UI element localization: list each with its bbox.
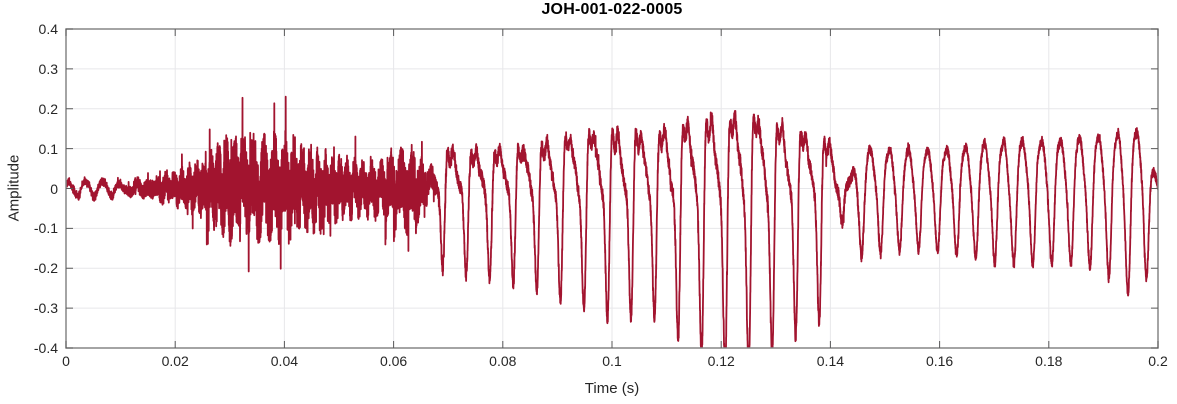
y-tick-label: 0.3 bbox=[38, 60, 58, 77]
chart-title: JOH-001-022-0005 bbox=[541, 1, 683, 18]
x-tick-label: 0.18 bbox=[1035, 353, 1063, 369]
x-tick-label: 0.04 bbox=[270, 353, 299, 369]
y-tick-label: -0.4 bbox=[33, 340, 58, 356]
y-tick-label: -0.3 bbox=[33, 300, 58, 317]
x-tick-label: 0.16 bbox=[925, 353, 954, 369]
waveform-line bbox=[66, 95, 1158, 348]
y-tick-label: 0.4 bbox=[38, 21, 58, 37]
x-axis-label: Time (s) bbox=[584, 380, 640, 397]
x-tick-label: 0 bbox=[62, 353, 70, 369]
x-tick-label: 0.12 bbox=[707, 353, 735, 369]
y-tick-label: -0.1 bbox=[33, 220, 58, 237]
x-tick-label: 0.1 bbox=[602, 353, 622, 369]
x-tick-label: 0.08 bbox=[489, 353, 517, 369]
y-tick-label: -0.2 bbox=[33, 260, 58, 277]
y-tick-label: 0 bbox=[50, 180, 58, 197]
x-tick-label: 0.2 bbox=[1148, 353, 1168, 369]
x-tick-label: 0.06 bbox=[379, 353, 408, 369]
x-tick-label: 0.02 bbox=[161, 353, 189, 369]
x-tick-label: 0.14 bbox=[816, 353, 845, 369]
y-tick-label: 0.1 bbox=[38, 140, 58, 157]
y-tick-label: 0.2 bbox=[38, 100, 58, 117]
